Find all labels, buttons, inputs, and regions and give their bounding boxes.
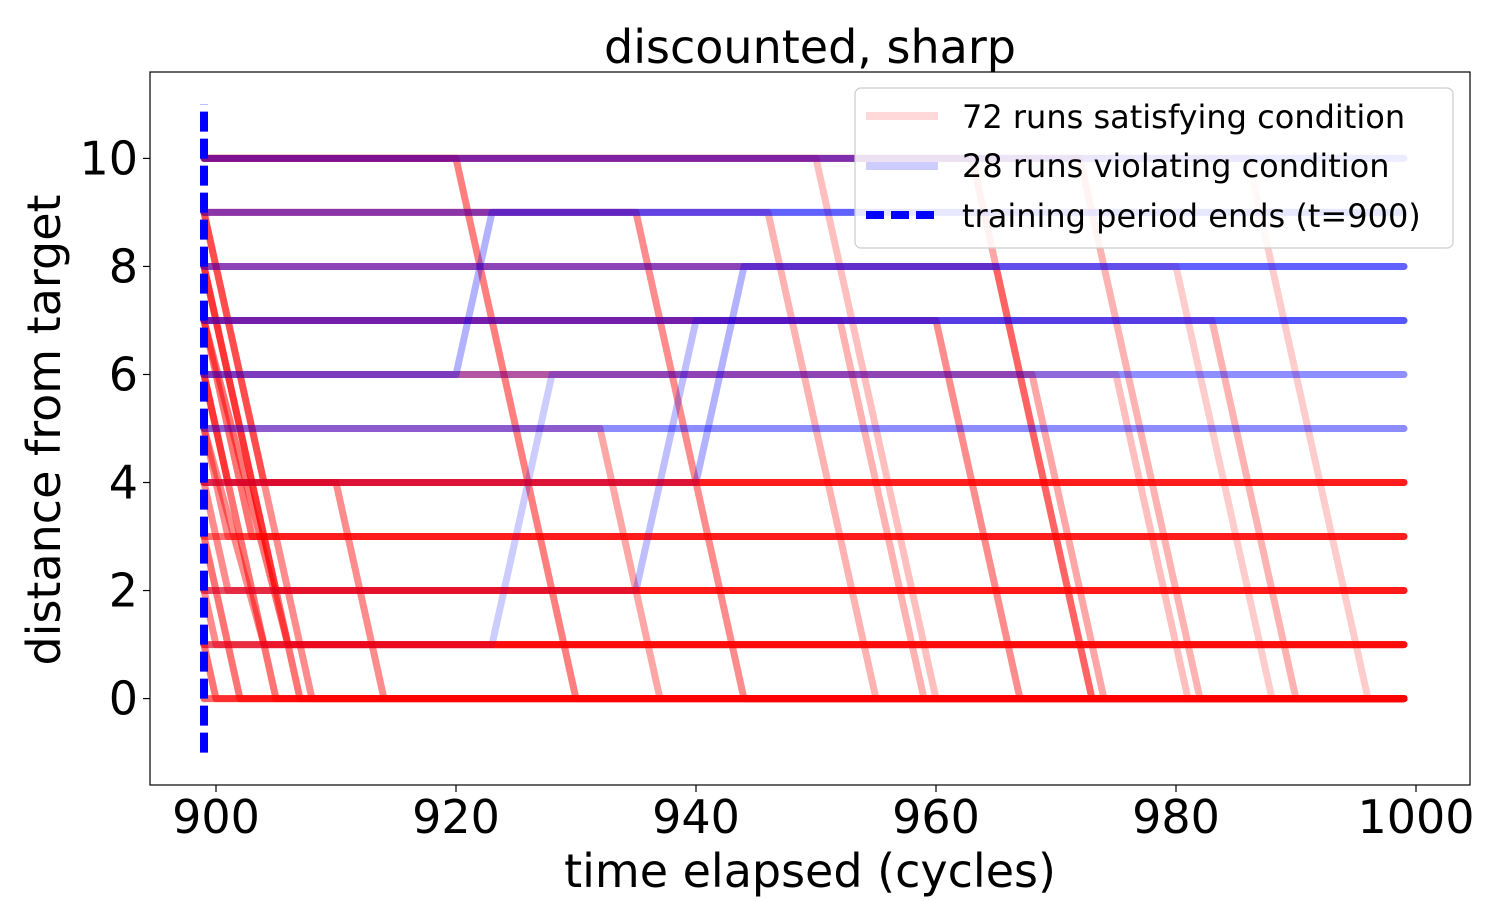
x-tick-label: 1000 [1357,790,1474,844]
y-tick-label: 4 [109,456,138,510]
y-tick-label: 8 [109,239,138,293]
x-tick-label: 960 [892,790,980,844]
legend-label-training-end: training period ends (t=900) [962,197,1421,235]
y-tick-label: 6 [109,347,138,401]
legend-label-satisfying: 72 runs satisfying condition [962,98,1405,136]
x-axis: 900 920 940 960 980 1000 [172,785,1475,844]
chart-title: discounted, sharp [604,20,1016,74]
x-axis-label: time elapsed (cycles) [564,844,1056,898]
x-tick-label: 900 [172,790,260,844]
legend: 72 runs satisfying condition 28 runs vio… [854,87,1454,249]
series-layer [200,154,1408,703]
x-tick-label: 940 [652,790,740,844]
plot-frame [149,71,1471,786]
y-axis-label: distance from target [17,194,71,665]
y-tick-label: 2 [109,564,138,618]
y-tick-label: 10 [79,131,138,185]
y-axis: 0 2 4 6 8 10 [79,131,150,726]
x-tick-label: 920 [412,790,500,844]
legend-box [854,87,1454,249]
x-tick-label: 980 [1132,790,1220,844]
legend-label-violating: 28 runs violating condition [962,147,1390,185]
y-tick-label: 0 [109,672,138,726]
